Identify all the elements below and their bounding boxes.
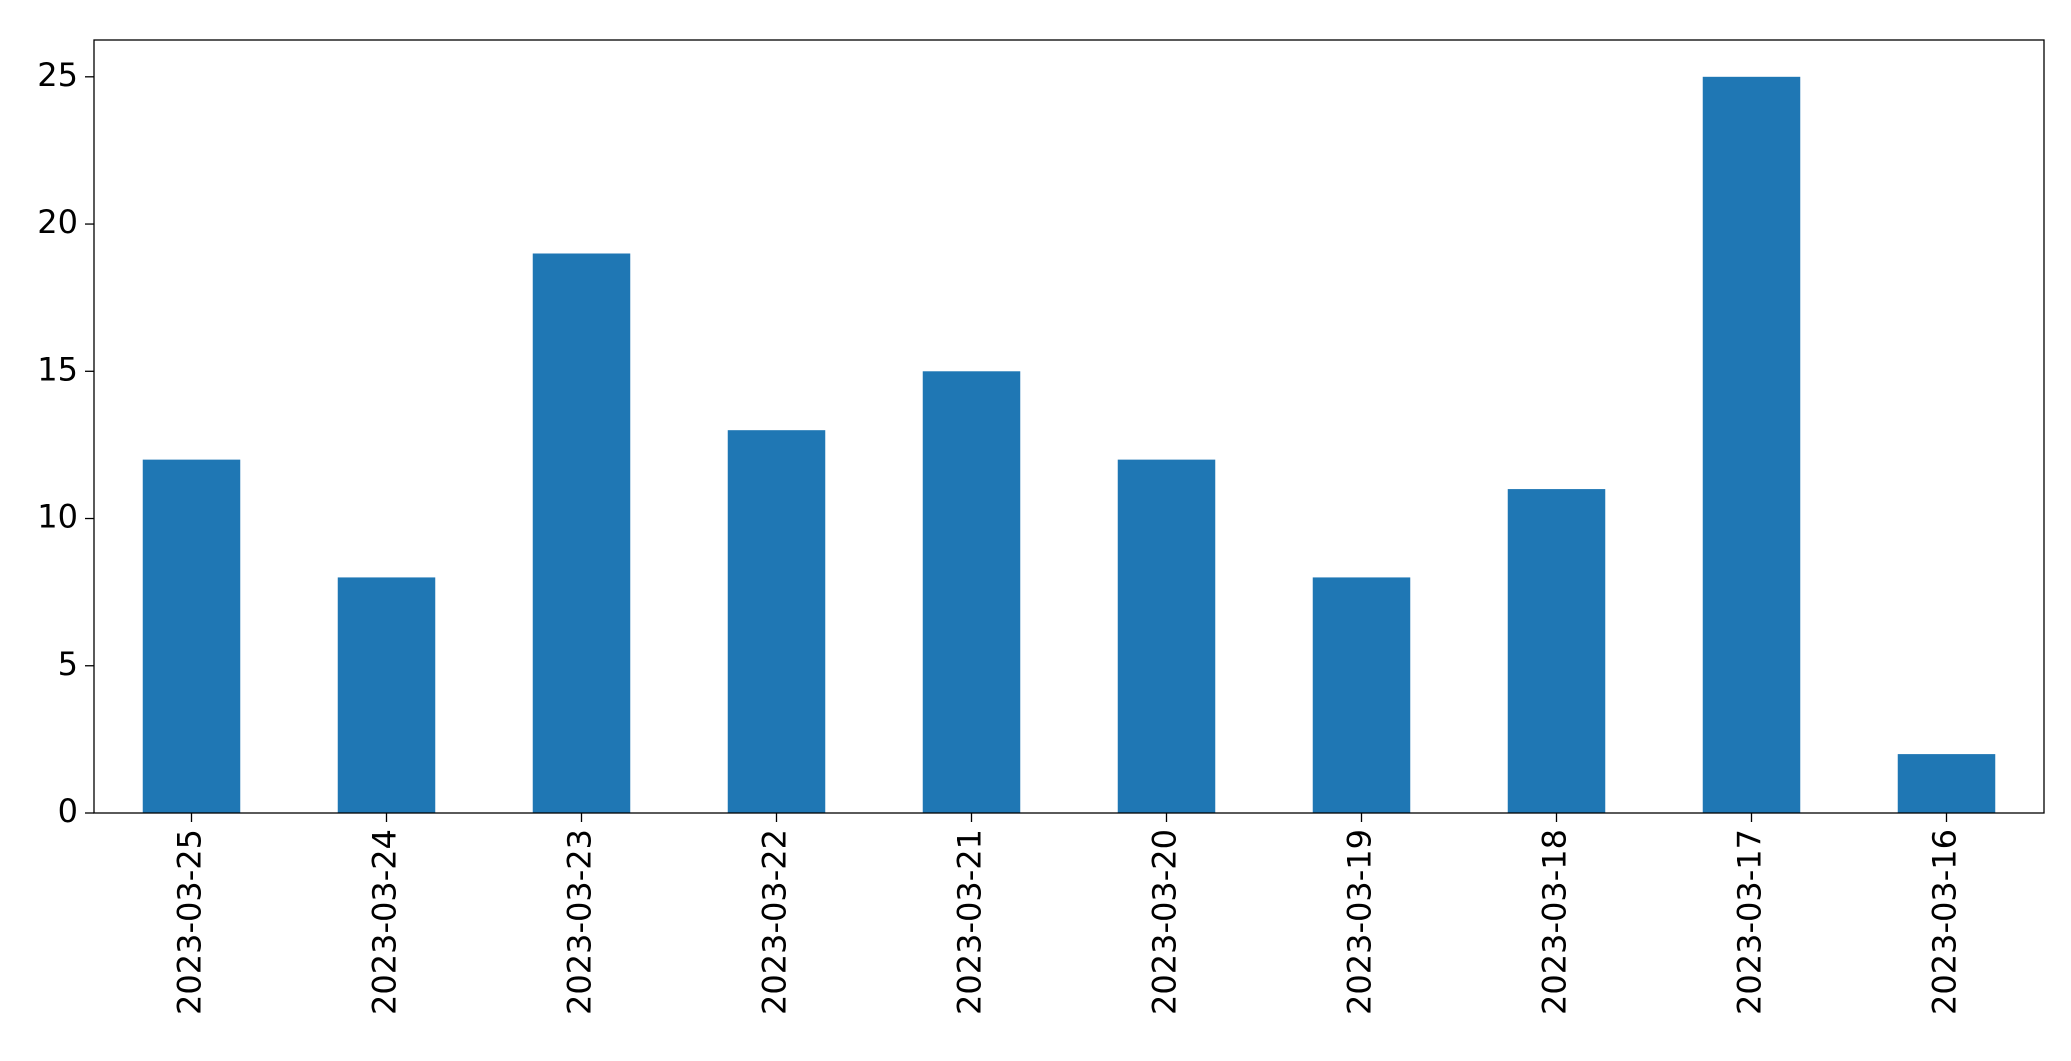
bar	[1312, 577, 1411, 813]
x-tick-label: 2023-03-21	[951, 829, 989, 1015]
y-tick-label: 0	[58, 792, 78, 830]
y-tick-label: 10	[37, 498, 78, 536]
y-tick-label: 5	[58, 645, 78, 683]
bar	[337, 577, 436, 813]
x-tick-label: 2023-03-16	[1926, 829, 1964, 1015]
bar	[727, 430, 826, 813]
bar	[1702, 76, 1801, 814]
bar	[532, 253, 631, 813]
bar	[922, 371, 1021, 813]
y-tick-label: 25	[37, 56, 78, 94]
x-tick-label: 2023-03-24	[366, 829, 404, 1015]
x-tick-label: 2023-03-25	[171, 829, 209, 1015]
y-tick-label: 20	[37, 203, 78, 241]
x-tick-label: 2023-03-17	[1731, 829, 1769, 1015]
x-tick-label: 2023-03-20	[1146, 829, 1184, 1015]
bar	[1897, 754, 1996, 813]
x-tick-label: 2023-03-23	[561, 829, 599, 1015]
x-tick-label: 2023-03-22	[756, 829, 794, 1015]
bar	[1117, 459, 1216, 813]
x-tick-label: 2023-03-19	[1341, 829, 1379, 1015]
bar	[142, 459, 241, 813]
bar	[1507, 489, 1606, 813]
y-tick-label: 15	[37, 350, 78, 388]
x-tick-label: 2023-03-18	[1536, 829, 1574, 1015]
axes-frame	[93, 39, 2045, 814]
